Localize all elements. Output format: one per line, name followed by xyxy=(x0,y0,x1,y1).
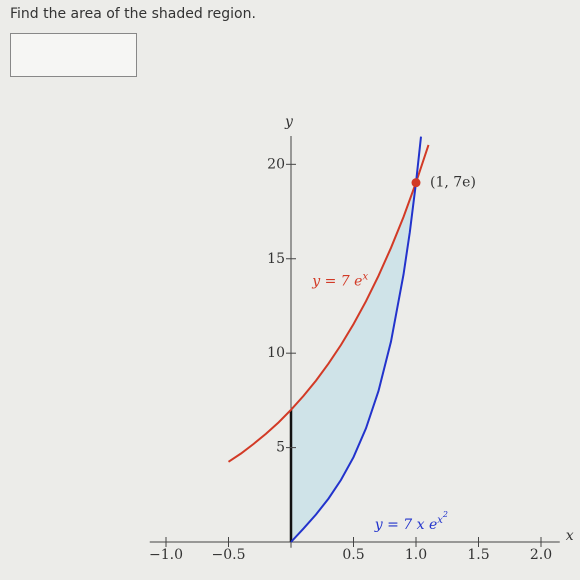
x-tick-label: 2.0 xyxy=(530,547,552,563)
curve-label-part: y = 7 x e xyxy=(374,517,438,533)
shaded-region xyxy=(291,182,416,542)
x-tick-label: −1.0 xyxy=(149,547,183,563)
x-tick-label: 1.0 xyxy=(405,547,427,563)
curve-label: y = 7 ex xyxy=(311,271,368,290)
curve-label-part: y = 7 e xyxy=(311,273,362,289)
question: Find the area of the shaded region. xyxy=(10,6,256,22)
y-axis-label: y xyxy=(284,114,294,130)
y-tick-label: 10 xyxy=(267,345,285,361)
x-axis-label: x xyxy=(566,528,574,544)
curve xyxy=(227,144,430,463)
curve-label-part: 2 xyxy=(442,510,448,519)
curve-label: y = 7 x ex2 xyxy=(374,510,448,533)
x-tick-label: 1.5 xyxy=(467,547,489,563)
curve xyxy=(290,136,422,543)
x-tick-label: −0.5 xyxy=(212,547,246,563)
y-tick-label: 5 xyxy=(276,440,285,456)
point-label: (1, 7e) xyxy=(430,175,476,191)
x-tick-label: 0.5 xyxy=(342,547,364,563)
curve-label-part: x xyxy=(437,515,443,526)
y-tick-label: 20 xyxy=(267,156,285,172)
intersection-point xyxy=(411,178,421,188)
y-tick-label: 15 xyxy=(267,251,285,267)
answer-box[interactable] xyxy=(10,33,137,77)
curve-label-part: x xyxy=(362,271,368,282)
